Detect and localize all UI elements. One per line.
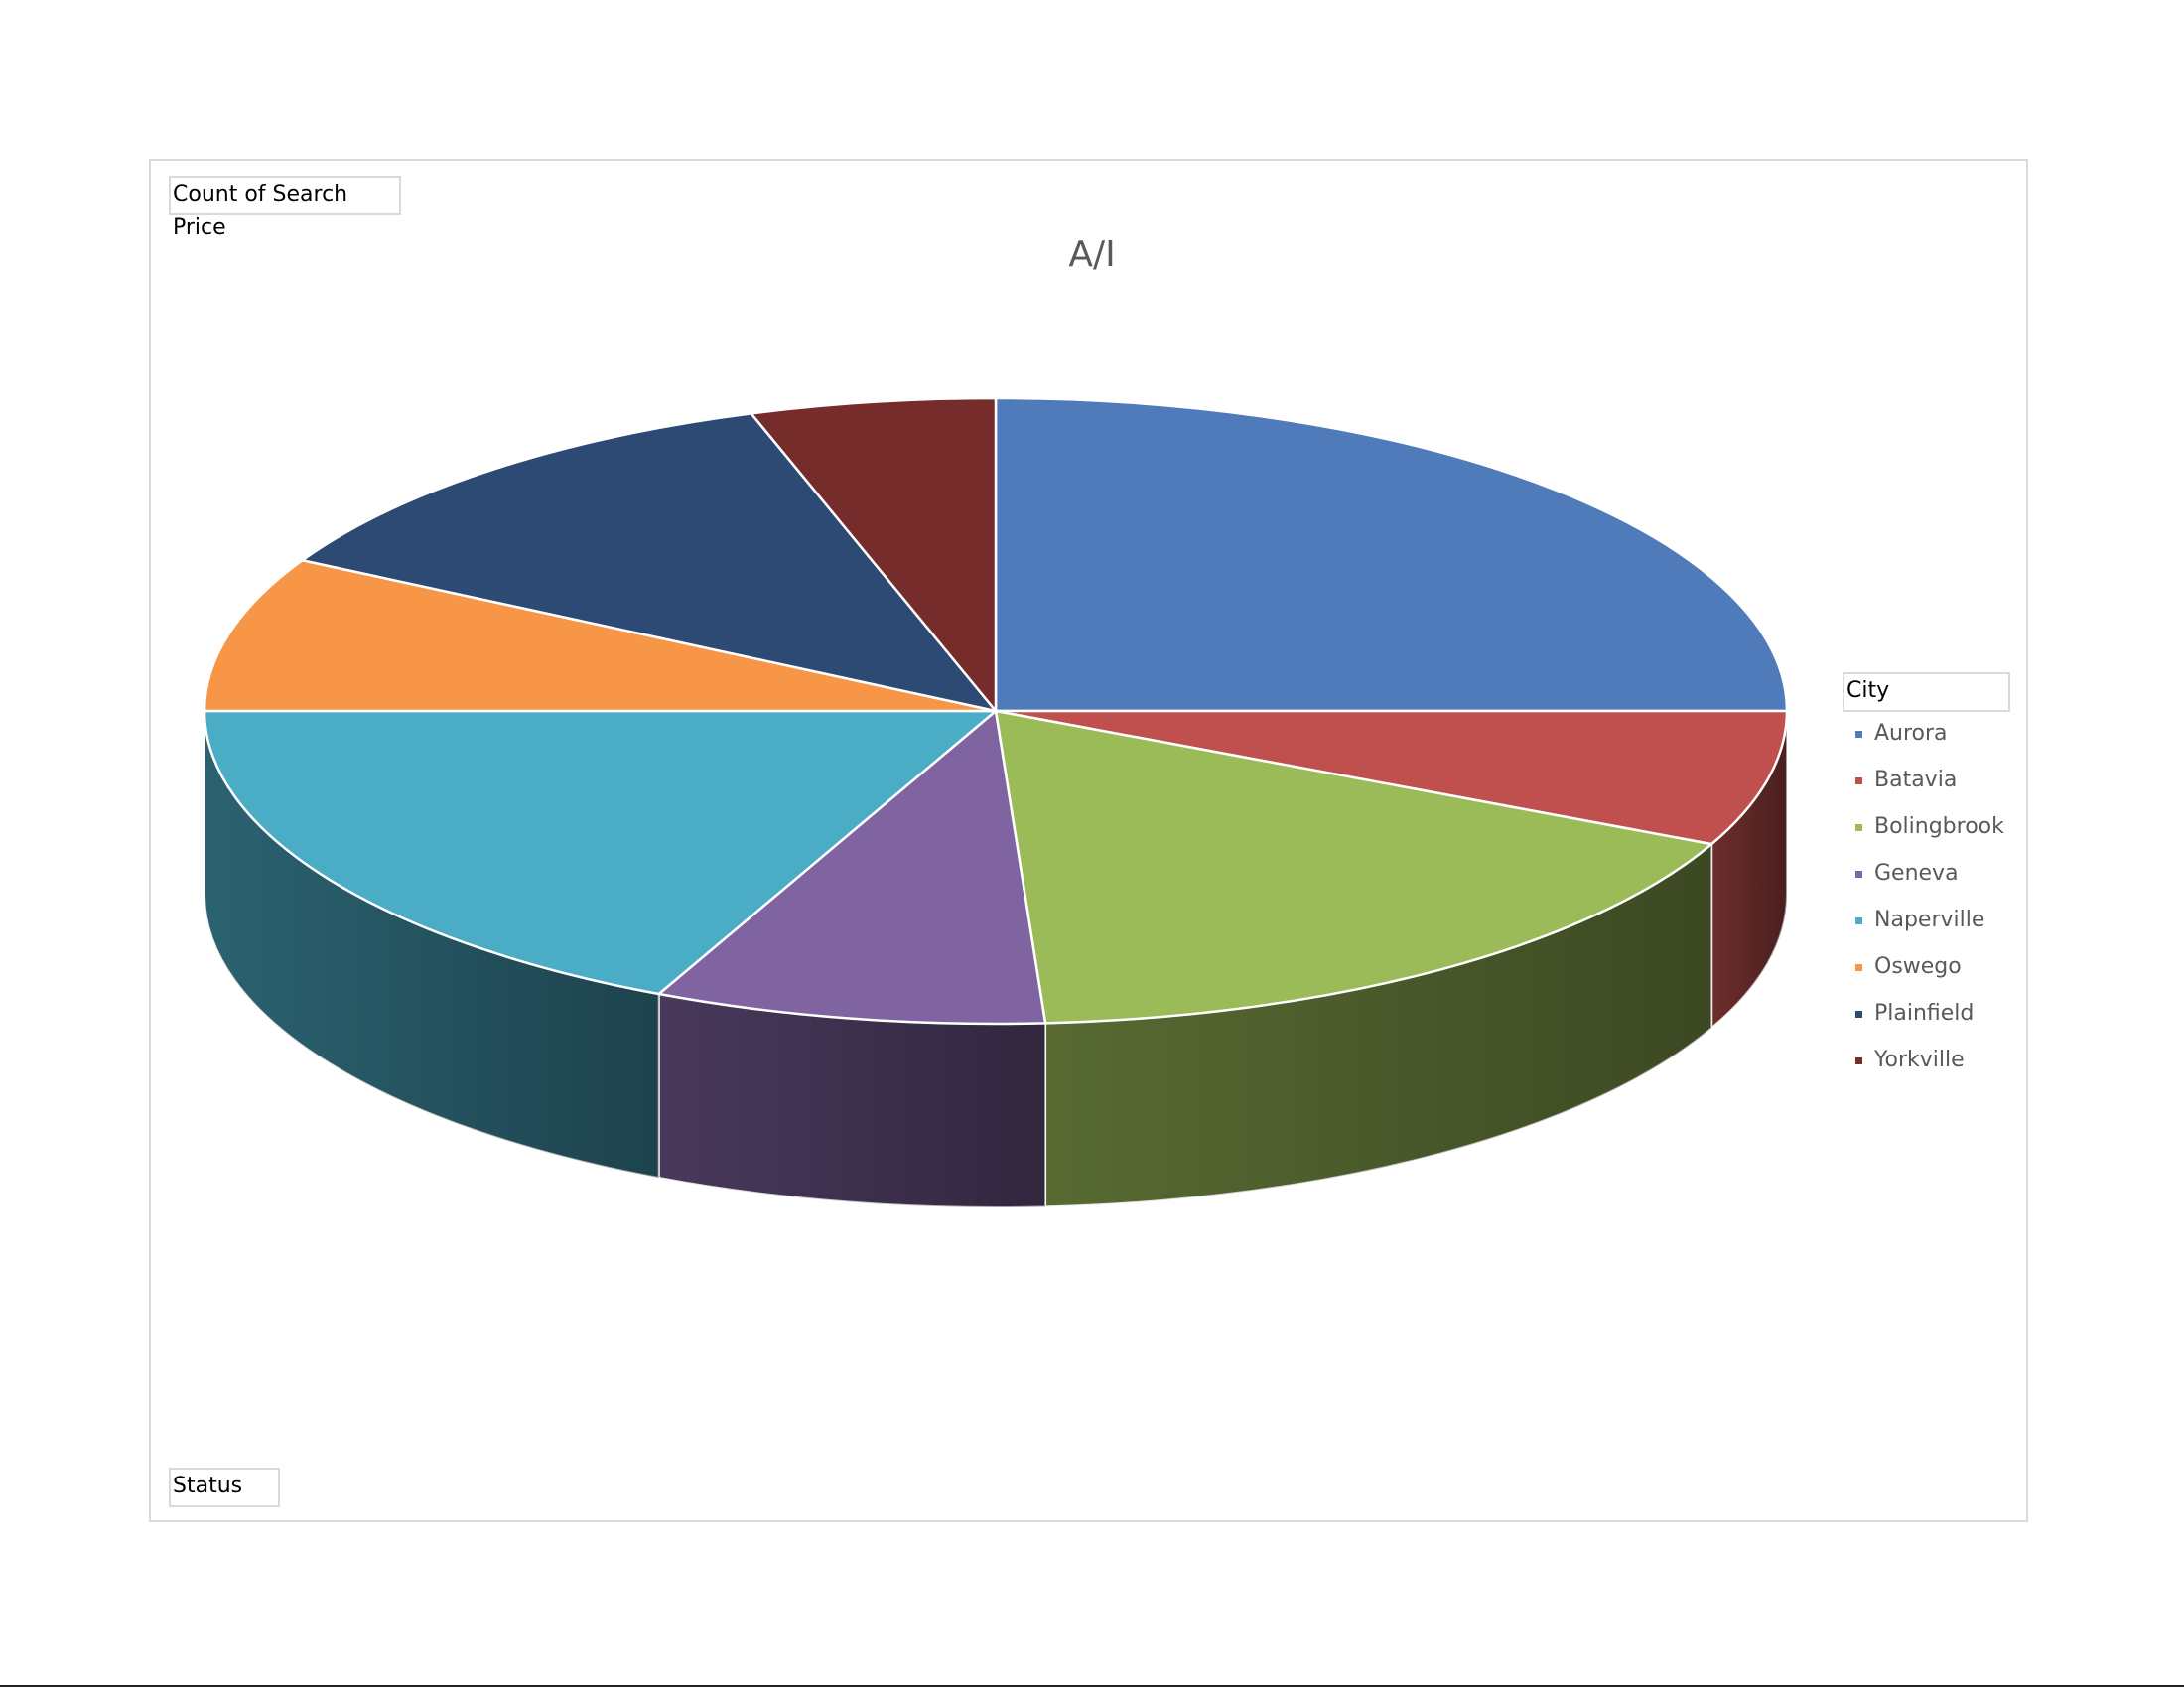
legend-swatch-batavia [1855,777,1862,784]
legend-swatch-oswego [1855,964,1862,971]
chart-title: A/I [1068,234,1116,275]
slice-plainfield[interactable] [301,412,998,713]
legend-item-plainfield[interactable]: Plainfield [1850,995,2039,1042]
filter-field-button[interactable]: Status [169,1468,280,1507]
slice-yorkville[interactable] [750,396,998,713]
slice-bolingbrook[interactable] [994,709,1713,1025]
slice-oswego[interactable] [203,558,998,713]
legend: Aurora Batavia Bolingbrook Geneva Naperville… [1850,715,2039,1088]
legend-item-oswego[interactable]: Oswego [1850,948,2039,995]
legend-label-oswego: Oswego [1874,954,1962,979]
values-field-button[interactable]: Count of Search Price [169,176,401,240]
slice-side-shade-naperville [204,711,659,1179]
slice-side-shade-bolingbrook [1045,844,1712,1207]
legend-swatch-plainfield [1855,1011,1862,1018]
legend-label-geneva: Geneva [1874,861,1959,886]
legend-label-yorkville: Yorkville [1874,1048,1965,1072]
legend-swatch-naperville [1855,917,1862,924]
page-edge-line [0,1685,2184,1687]
slice-side-shade-geneva [658,994,1046,1207]
legend-label-bolingbrook: Bolingbrook [1874,814,2004,839]
slice-side-shade-batavia [1711,711,1787,1029]
legend-swatch-yorkville [1855,1057,1862,1064]
pie-sides [204,710,1788,1208]
legend-label-naperville: Naperville [1874,908,1985,932]
legend-label-plainfield: Plainfield [1874,1001,1975,1026]
legend-label-batavia: Batavia [1874,768,1958,792]
slice-aurora[interactable] [994,396,1789,713]
legend-swatch-aurora [1855,731,1862,738]
legend-item-naperville[interactable]: Naperville [1850,902,2039,948]
legend-swatch-geneva [1855,871,1862,878]
legend-label-aurora: Aurora [1874,721,1948,746]
legend-item-batavia[interactable]: Batavia [1850,762,2039,808]
slice-naperville[interactable] [203,709,998,996]
slice-batavia[interactable] [994,709,1789,846]
legend-swatch-bolingbrook [1855,824,1862,831]
legend-item-aurora[interactable]: Aurora [1850,715,2039,762]
legend-item-bolingbrook[interactable]: Bolingbrook [1850,808,2039,855]
legend-item-yorkville[interactable]: Yorkville [1850,1042,2039,1088]
slice-geneva[interactable] [657,709,1047,1026]
pie-slices [203,396,1789,1026]
legend-item-geneva[interactable]: Geneva [1850,855,2039,902]
legend-field-button[interactable]: City [1843,672,2010,712]
